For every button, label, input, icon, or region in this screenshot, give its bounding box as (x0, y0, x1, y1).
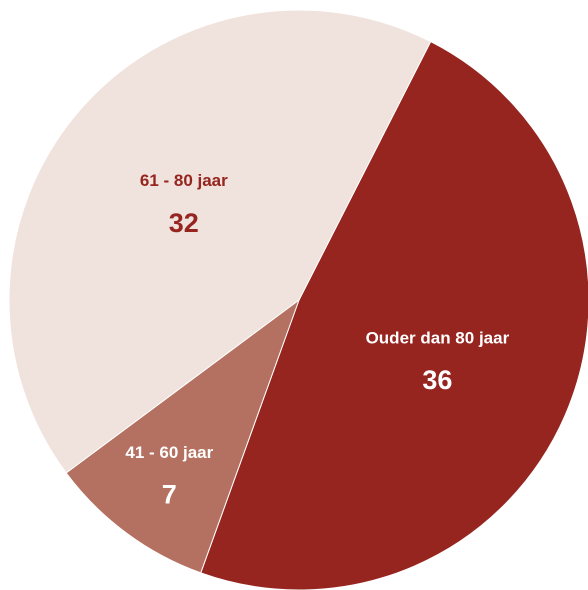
slice-value: 7 (162, 480, 177, 510)
slice-value: 32 (169, 208, 199, 238)
pie-slice (65, 298, 301, 574)
slice-value: 36 (422, 365, 452, 395)
slice-label: 41 - 60 jaar (125, 443, 213, 462)
slice-label: Ouder dan 80 jaar (366, 328, 510, 347)
pie-slice (200, 40, 588, 590)
slice-label: 61 - 80 jaar (140, 171, 228, 190)
pie-slice (8, 9, 432, 474)
